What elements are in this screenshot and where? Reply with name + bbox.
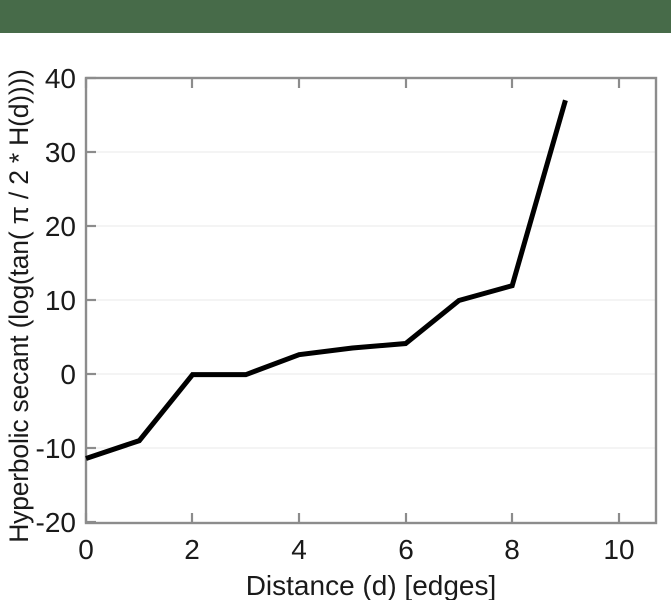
- y-axis-major-ticks: [86, 76, 96, 524]
- yticklabel-40: 40: [45, 63, 76, 94]
- yticklabel-30: 30: [45, 137, 76, 168]
- x-axis-title: Distance (d) [edges]: [246, 570, 497, 600]
- xticklabel-0: 0: [78, 534, 94, 565]
- data-series-line: [85, 99, 568, 461]
- xticklabel-8: 8: [504, 534, 520, 565]
- gridlines-horizontal: [86, 151, 656, 449]
- x-axis-tick-labels: 0 2 4 6 8 10: [78, 534, 634, 565]
- yticklabel-minus10: -10: [36, 433, 76, 464]
- yticklabel-minus20: -20: [36, 507, 76, 538]
- y-axis-tick-labels: 40 30 20 10 0 -10 -20: [36, 63, 76, 538]
- xticklabel-4: 4: [291, 534, 307, 565]
- xticklabel-10: 10: [603, 534, 634, 565]
- yticklabel-10: 10: [45, 285, 76, 316]
- yticklabel-20: 20: [45, 211, 76, 242]
- xticklabel-2: 2: [184, 534, 200, 565]
- yticklabel-0: 0: [60, 359, 76, 390]
- xticklabel-6: 6: [398, 534, 414, 565]
- top-green-band: [0, 0, 671, 33]
